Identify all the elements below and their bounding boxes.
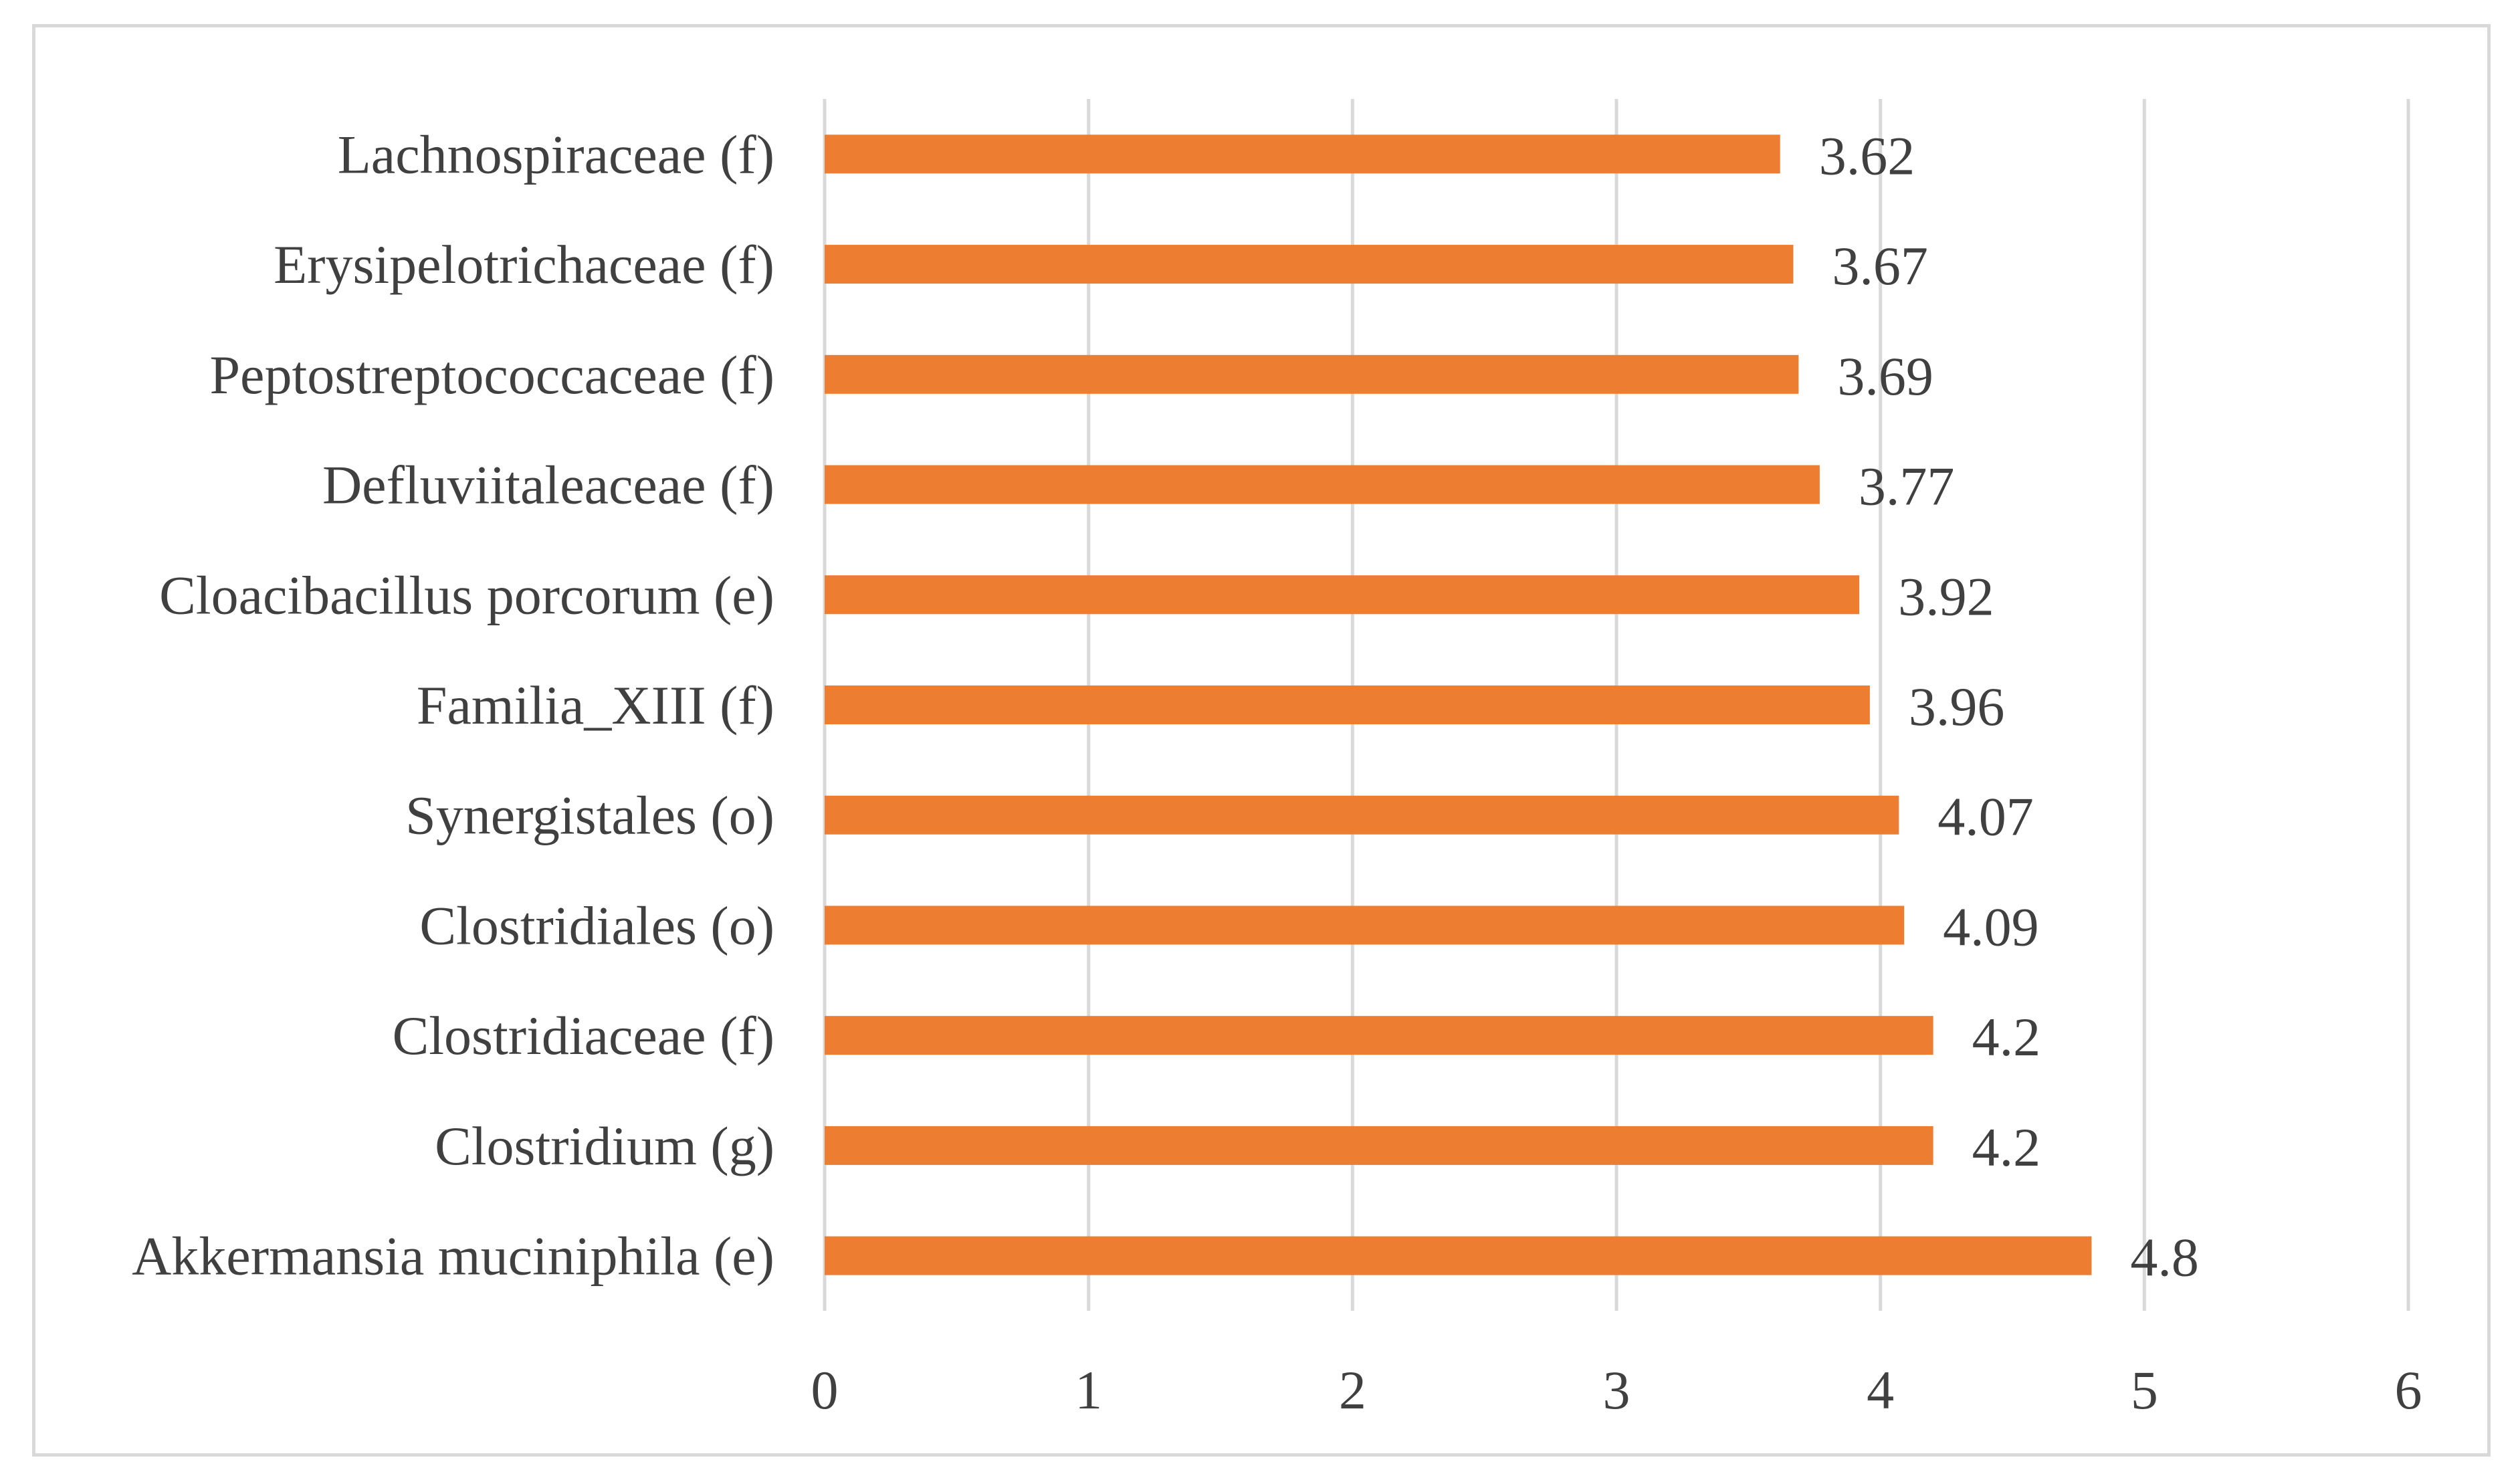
category-label: Akkermansia muciniphila (e) — [132, 1226, 774, 1287]
bar — [825, 354, 1799, 394]
x-tick-label: 5 — [2131, 1360, 2158, 1420]
grid-layer — [823, 99, 2410, 1311]
data-label: 4.09 — [1943, 896, 2039, 957]
bar — [825, 1016, 1933, 1055]
category-label: Cloacibacillus porcorum (e) — [159, 564, 774, 625]
bar — [825, 134, 1780, 174]
bar — [825, 1126, 1933, 1165]
category-label: Erysipelotrichaceae (f) — [274, 234, 774, 295]
category-label: Clostridium (g) — [435, 1116, 774, 1176]
bar — [825, 245, 1794, 284]
x-tick-label: 1 — [1075, 1360, 1102, 1420]
data-label: 3.67 — [1832, 235, 1928, 296]
x-tick-label: 4 — [1867, 1360, 1894, 1420]
category-label: Synergistales (o) — [405, 785, 774, 846]
bar — [825, 795, 1899, 835]
bar — [825, 906, 1905, 945]
category-label: Familia_XIII (f) — [417, 675, 774, 736]
data-label: 3.96 — [1909, 676, 2005, 737]
category-label: Defluviitaleaceae (f) — [322, 455, 774, 516]
category-label-layer: Akkermansia muciniphila (e) Clostridium (… — [132, 124, 774, 1286]
category-label: Clostridiales (o) — [419, 895, 774, 956]
x-tick-label: 2 — [1339, 1360, 1366, 1420]
x-tick-label: 6 — [2395, 1360, 2422, 1420]
bar — [825, 685, 1870, 724]
data-label: 4.07 — [1937, 786, 2034, 847]
bar — [825, 465, 1820, 504]
data-label: 3.62 — [1819, 125, 1915, 186]
data-label: 4.8 — [2130, 1227, 2199, 1288]
category-label: Lachnospiraceae (f) — [338, 124, 774, 185]
x-tick-label: 0 — [811, 1360, 839, 1420]
data-label: 3.92 — [1898, 566, 1994, 627]
data-label: 3.69 — [1837, 346, 1933, 407]
data-label: 3.77 — [1859, 456, 1955, 517]
tick-label-layer: 0 1 2 3 4 5 6 — [811, 1360, 2422, 1420]
data-label: 4.2 — [1972, 1117, 2041, 1178]
bar — [825, 1236, 2092, 1275]
category-label: Clostridiaceae (f) — [393, 1005, 774, 1066]
data-label: 4.2 — [1972, 1007, 2041, 1067]
x-tick-label: 3 — [1603, 1360, 1631, 1420]
data-label-layer: 4.8 4.2 4.2 4.09 4.07 3.96 3.92 3.77 3.69 3.67 3.6… — [1819, 125, 2199, 1287]
bar-layer — [825, 134, 2092, 1275]
bar — [825, 575, 1860, 615]
category-label: Peptostreptococcaceae (f) — [209, 344, 774, 405]
